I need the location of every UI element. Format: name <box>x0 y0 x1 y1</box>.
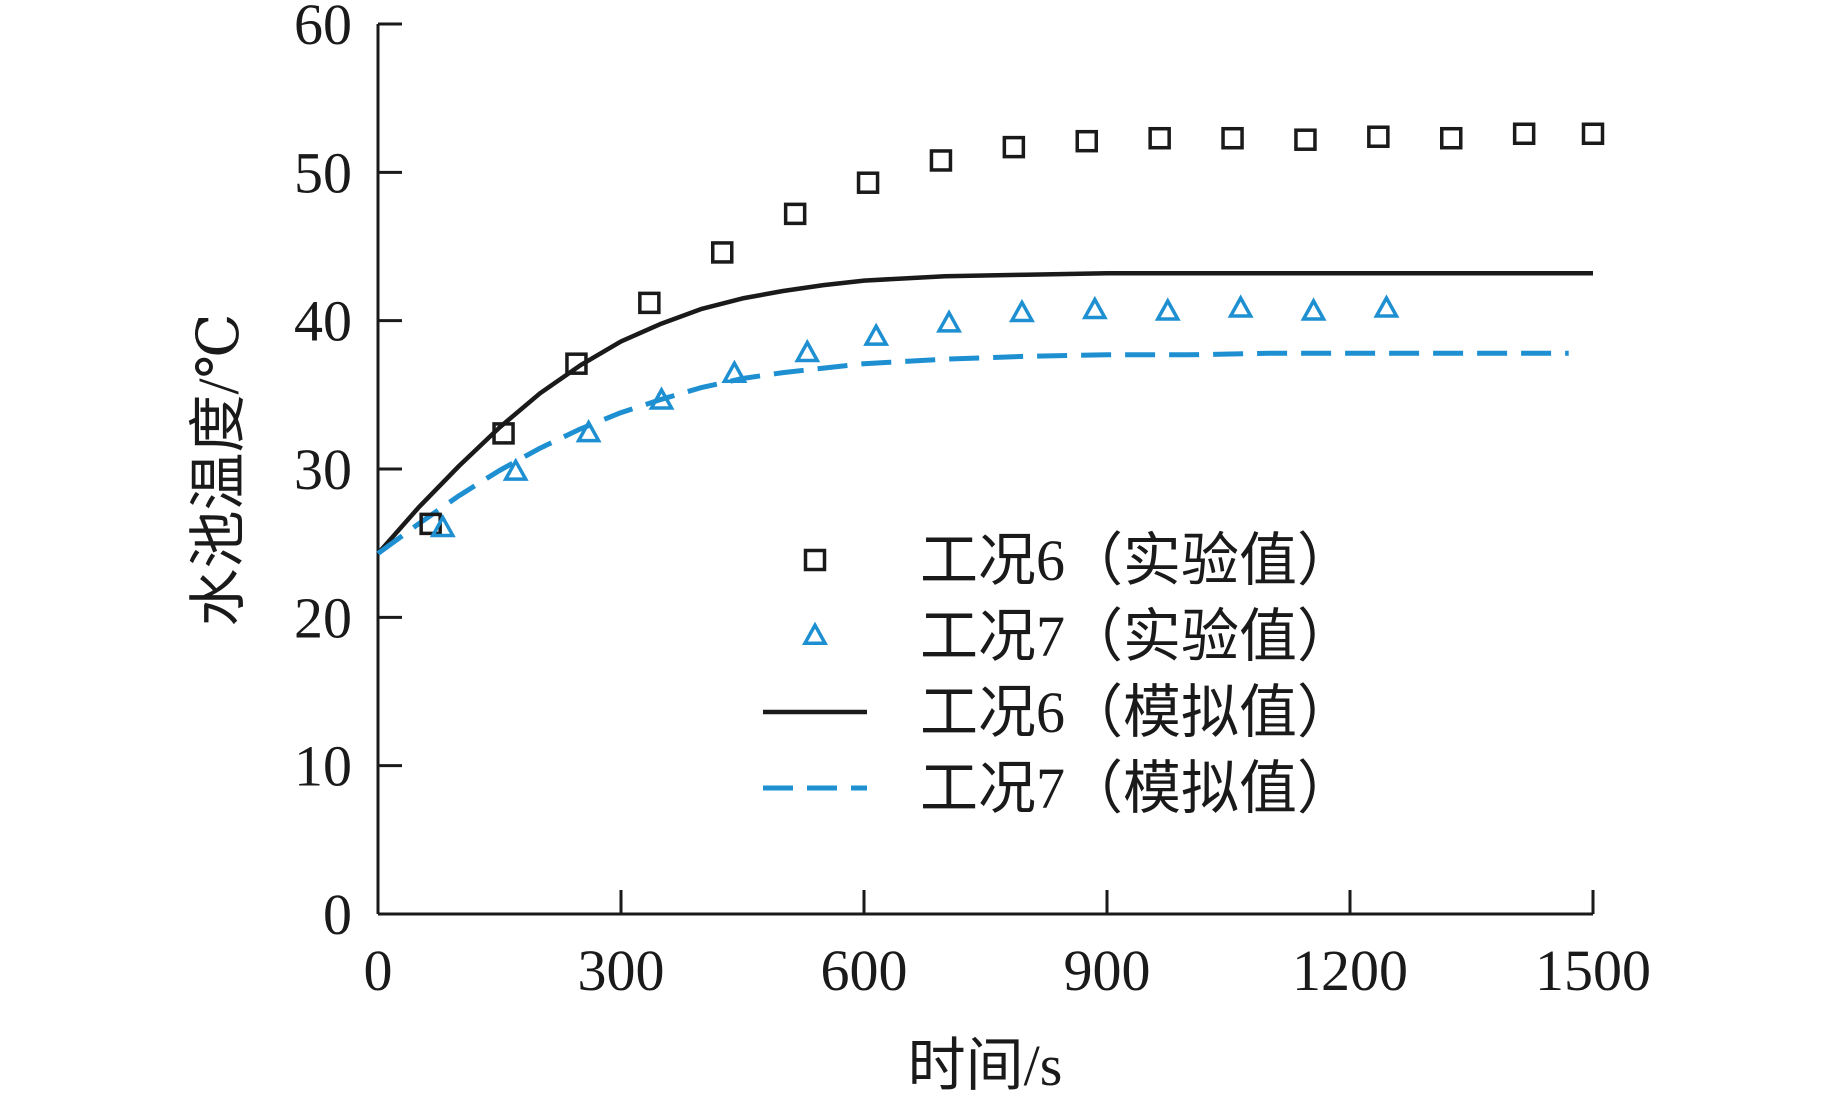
data-point-square <box>1440 126 1463 150</box>
y-tick-label: 50 <box>294 140 352 205</box>
legend-label: 工况7（模拟值） <box>920 756 1355 821</box>
data-point-square <box>1367 125 1390 148</box>
data-point-square <box>638 291 661 315</box>
series-markers <box>419 122 1605 538</box>
y-tick-label: 0 <box>323 882 352 947</box>
legend-label: 工况6（实验值） <box>920 528 1355 593</box>
data-point-triangle <box>502 457 529 481</box>
data-point-square <box>565 352 588 375</box>
legend-label: 工况6（模拟值） <box>920 680 1355 745</box>
x-tick-label: 600 <box>821 938 908 1003</box>
data-point-triangle <box>794 338 821 363</box>
x-tick-label: 0 <box>364 938 393 1003</box>
legend-label: 工况7（实验值） <box>920 604 1355 669</box>
data-point-triangle <box>1373 294 1400 318</box>
x-tick-label: 1200 <box>1292 938 1408 1003</box>
y-tick-label: 30 <box>294 437 352 502</box>
data-point-triangle <box>863 322 890 346</box>
legend-marker-triangle <box>802 621 828 645</box>
data-point-triangle <box>1227 294 1254 318</box>
x-tick-label: 1500 <box>1535 938 1651 1003</box>
data-point-square <box>783 202 807 226</box>
y-tick-label: 40 <box>294 289 352 354</box>
data-point-square <box>1221 126 1244 150</box>
x-axis-title: 时间/s <box>908 1033 1063 1091</box>
series-line-3 <box>376 350 1569 556</box>
data-point-triangle <box>1081 295 1108 320</box>
data-point-triangle <box>721 359 748 384</box>
data-point-square <box>929 149 953 172</box>
data-point-square <box>856 171 880 194</box>
series-lines <box>376 270 1593 556</box>
data-point-triangle <box>575 418 602 443</box>
y-tick-label: 60 <box>294 0 352 57</box>
y-tick-label: 20 <box>294 585 352 650</box>
series-line-2 <box>376 270 1593 555</box>
y-tick-label: 10 <box>294 734 352 799</box>
data-point-triangle <box>1300 297 1327 321</box>
data-point-triangle <box>1154 297 1181 321</box>
data-point-square <box>1512 122 1536 146</box>
data-point-square <box>711 241 734 264</box>
legend-marker-square <box>803 548 827 572</box>
data-point-triangle <box>648 386 675 410</box>
data-point-square <box>1002 135 1026 159</box>
data-point-triangle <box>429 513 456 538</box>
x-tick-label: 300 <box>578 938 665 1003</box>
data-point-triangle <box>936 309 963 333</box>
data-point-square <box>1581 122 1605 146</box>
x-tick-label: 900 <box>1064 938 1151 1003</box>
y-axis-title: 水池温度/℃ <box>186 314 251 627</box>
data-point-square <box>1075 129 1098 153</box>
data-point-square <box>1294 128 1317 151</box>
ticks: 0 300 600 900 1200 1500 0 10 20 30 40 50 60 <box>294 0 1651 1003</box>
data-point-square <box>492 422 515 445</box>
data-point-triangle <box>1008 298 1035 323</box>
legend: 工况6（实验值） 工况7（实验值） 工况6（模拟值） 工况7（模拟值） <box>763 528 1355 821</box>
data-point-square <box>1148 126 1171 150</box>
